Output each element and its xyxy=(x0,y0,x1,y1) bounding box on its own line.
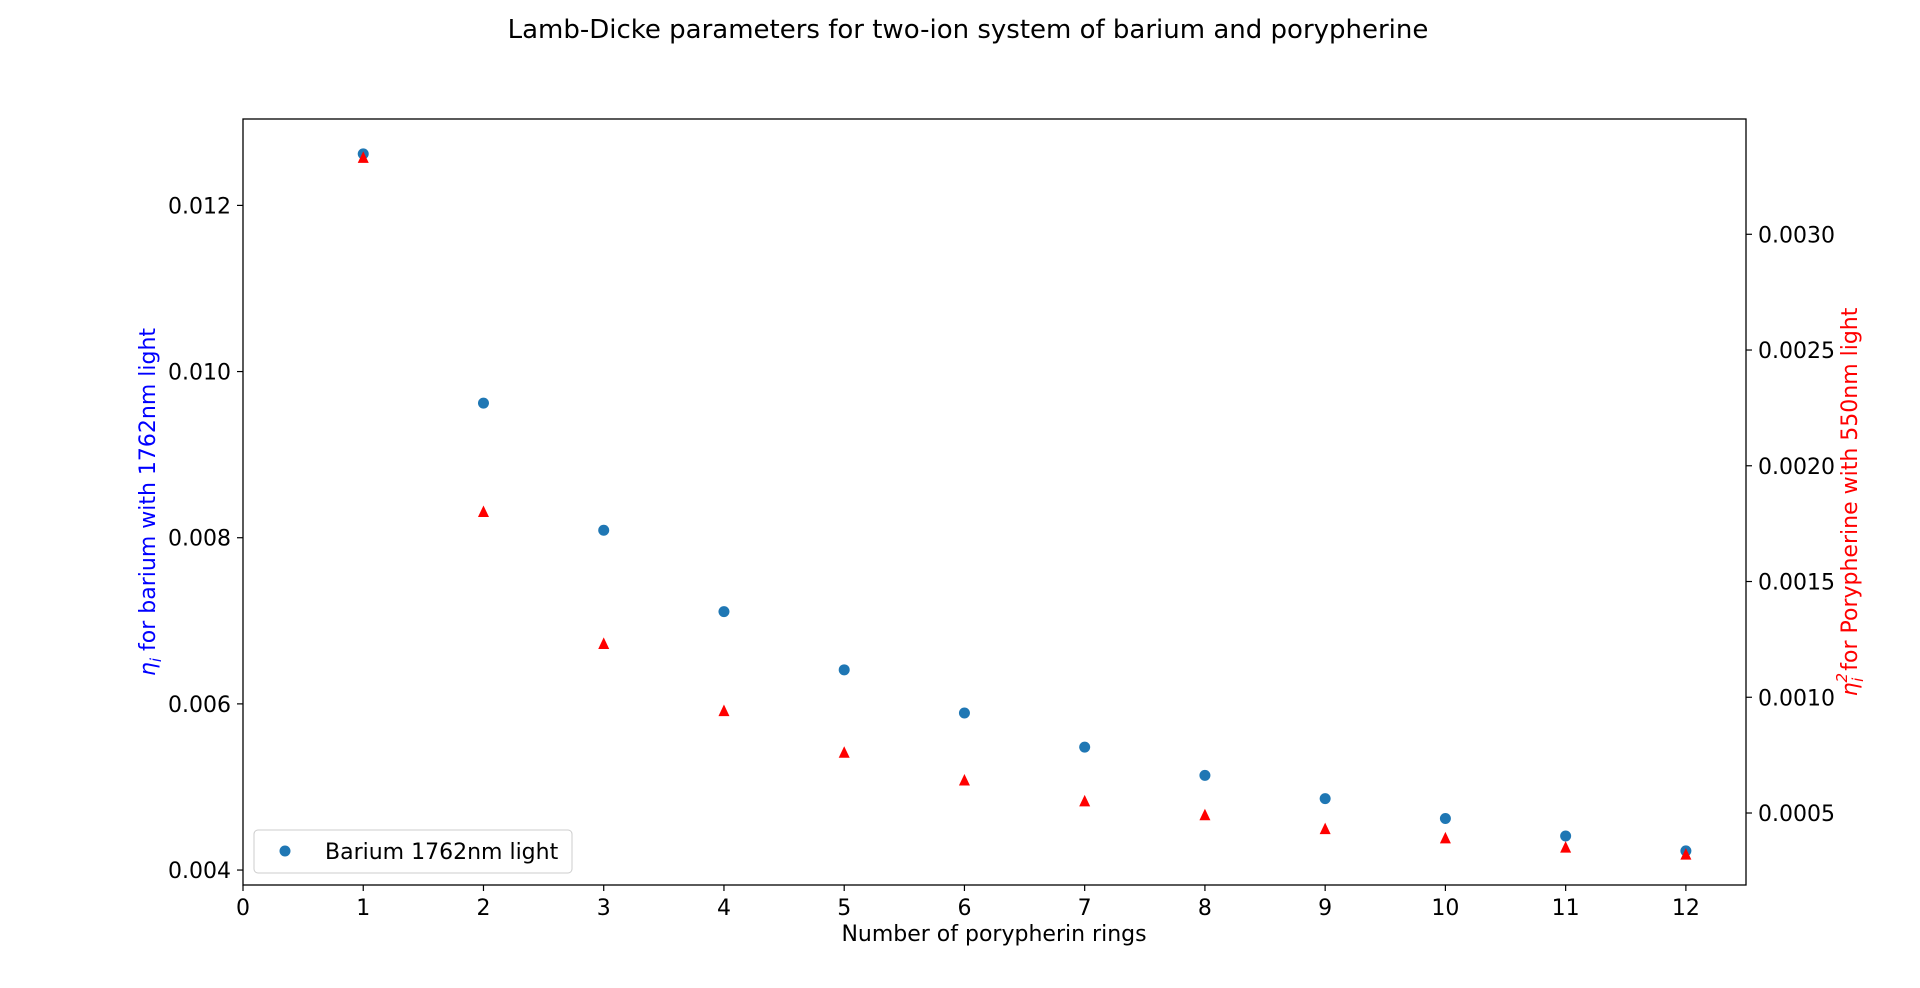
x-tick-label: 4 xyxy=(717,896,731,921)
legend-marker-circle xyxy=(279,845,291,857)
porypherine-data-point xyxy=(1079,794,1091,807)
porypherine-data-point xyxy=(718,704,730,717)
x-axis-label: Number of porypherin rings xyxy=(841,922,1146,947)
porypherine-data-point xyxy=(598,637,610,649)
barium-data-point xyxy=(1199,769,1211,781)
chart-title: Lamb-Dicke parameters for two-ion system… xyxy=(508,15,1429,45)
y-left-tick-label: 0.010 xyxy=(168,361,231,386)
barium-data-point xyxy=(1079,741,1091,753)
porypherine-data-point xyxy=(958,773,970,786)
x-tick-label: 3 xyxy=(597,896,611,921)
y-axis-right: 0.0005 0.0010 0.0015 0.0020 0.0025 0.0030 xyxy=(1746,223,1835,827)
porypherine-data-point xyxy=(1680,848,1692,860)
y-left-label-subscript: i xyxy=(147,657,165,662)
y-right-tick-label: 0.0010 xyxy=(1758,686,1835,711)
x-tick-label: 8 xyxy=(1198,896,1212,921)
marks-layer xyxy=(357,148,1692,860)
y-right-tick-label: 0.0030 xyxy=(1758,223,1835,248)
barium-data-point xyxy=(598,524,610,536)
x-tick-label: 5 xyxy=(837,896,851,921)
y-right-tick-label: 0.0020 xyxy=(1758,455,1835,480)
legend: Barium 1762nm light xyxy=(253,829,573,874)
barium-data-point xyxy=(1319,793,1331,805)
y-left-tick-label: 0.004 xyxy=(168,859,231,884)
y-right-label-symbol: η xyxy=(1838,682,1863,696)
y-right-label-text: for Porypherine with 550nm light xyxy=(1838,307,1863,677)
legend-label-barium: Barium 1762nm light xyxy=(325,840,559,865)
y-left-tick-label: 0.008 xyxy=(168,527,231,552)
porypherine-data-point xyxy=(1560,841,1572,853)
x-tick-label: 12 xyxy=(1672,896,1700,921)
barium-data-point xyxy=(1439,813,1451,825)
barium-data-point xyxy=(838,664,850,676)
y-left-tick-label: 0.006 xyxy=(168,693,231,718)
x-tick-label: 6 xyxy=(957,896,971,921)
x-tick-label: 1 xyxy=(356,896,370,921)
legend-box xyxy=(253,829,573,874)
y-axis-left: 0.004 0.006 0.008 0.010 0.012 xyxy=(168,194,243,884)
plot-area-frame xyxy=(242,118,1747,886)
y-right-tick-label: 0.0025 xyxy=(1758,339,1835,364)
y-right-tick-label: 0.0005 xyxy=(1758,802,1835,827)
y-axis-left-label: ηi for barium with 1762nm light xyxy=(136,328,165,676)
porypherine-data-point xyxy=(357,151,369,163)
y-left-label-symbol: η xyxy=(136,662,161,676)
y-left-tick-label: 0.012 xyxy=(168,194,231,219)
barium-data-point xyxy=(718,606,730,618)
barium-data-point xyxy=(477,397,489,409)
x-tick-label: 9 xyxy=(1318,896,1332,921)
y-axis-right-label: η2i for Porypherine with 550nm light xyxy=(1833,307,1867,696)
y-right-label-superscript: 2 xyxy=(1833,673,1851,683)
porypherine-data-point xyxy=(477,505,489,518)
porypherine-data-point xyxy=(838,746,850,758)
porypherine-data-point xyxy=(1199,808,1211,821)
y-right-label-subscript: i xyxy=(1849,677,1867,682)
y-left-label-text: for barium with 1762nm light xyxy=(136,328,161,658)
x-tick-label: 11 xyxy=(1552,896,1580,921)
y-right-tick-label: 0.0015 xyxy=(1758,571,1835,596)
x-axis: 0 1 2 3 4 5 6 7 8 9 10 11 12 xyxy=(236,885,1700,921)
x-tick-label: 10 xyxy=(1431,896,1459,921)
porypherine-data-point xyxy=(1319,822,1331,835)
barium-data-point xyxy=(958,707,970,719)
x-tick-label: 0 xyxy=(236,896,250,921)
x-tick-label: 2 xyxy=(476,896,490,921)
x-tick-label: 7 xyxy=(1078,896,1092,921)
barium-data-point xyxy=(1560,830,1572,842)
porypherine-data-point xyxy=(1439,831,1451,844)
